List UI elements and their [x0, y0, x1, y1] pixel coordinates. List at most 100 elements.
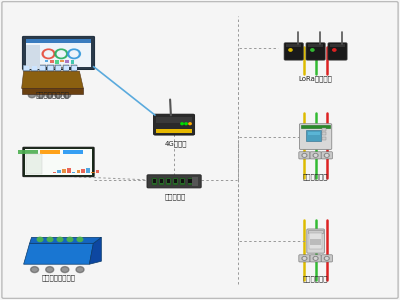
Bar [45, 59, 48, 62]
Circle shape [303, 154, 306, 156]
Bar [152, 179, 156, 183]
FancyBboxPatch shape [321, 255, 332, 262]
Circle shape [70, 51, 78, 57]
Bar [310, 239, 321, 245]
Circle shape [67, 237, 73, 242]
Bar [63, 65, 70, 71]
Bar [18, 150, 38, 154]
Circle shape [303, 257, 306, 259]
Circle shape [76, 267, 84, 273]
Circle shape [302, 256, 307, 260]
Circle shape [30, 267, 38, 273]
Circle shape [326, 257, 328, 259]
FancyBboxPatch shape [299, 255, 310, 262]
Bar [23, 65, 30, 71]
Bar [308, 132, 320, 135]
Circle shape [57, 51, 65, 57]
Circle shape [42, 49, 55, 58]
FancyBboxPatch shape [22, 36, 94, 70]
Circle shape [313, 154, 318, 157]
Bar [56, 66, 61, 70]
Bar [62, 169, 66, 173]
Bar [64, 66, 69, 70]
Bar [181, 179, 184, 183]
Bar [58, 170, 61, 173]
Bar [66, 59, 69, 63]
Bar [55, 59, 59, 64]
Circle shape [37, 92, 44, 98]
Bar [96, 170, 99, 173]
Circle shape [333, 49, 336, 51]
Circle shape [302, 154, 307, 157]
Text: 企业能耗管理平台: 企业能耗管理平台 [42, 274, 76, 281]
Bar [309, 233, 322, 249]
Bar [26, 45, 40, 69]
Text: 分布式多回路: 分布式多回路 [303, 275, 328, 282]
FancyBboxPatch shape [300, 124, 332, 149]
Polygon shape [30, 237, 101, 243]
Bar [47, 65, 54, 71]
Bar [40, 150, 60, 154]
Bar [26, 154, 42, 174]
Bar [173, 178, 178, 184]
Bar [286, 44, 301, 47]
Circle shape [324, 256, 329, 260]
Circle shape [314, 257, 317, 259]
Bar [86, 168, 90, 173]
Bar [192, 177, 198, 186]
Circle shape [189, 123, 191, 124]
Bar [26, 39, 91, 43]
FancyBboxPatch shape [2, 2, 398, 298]
Text: 4G路由器: 4G路由器 [165, 140, 187, 147]
Bar [306, 130, 321, 141]
FancyBboxPatch shape [310, 152, 321, 159]
Bar [174, 179, 177, 183]
Circle shape [46, 267, 54, 273]
Circle shape [64, 92, 70, 98]
Bar [91, 172, 94, 173]
Text: 集中式多回路: 集中式多回路 [303, 173, 328, 180]
Circle shape [314, 154, 317, 156]
FancyBboxPatch shape [307, 229, 324, 253]
Bar [160, 179, 163, 183]
Circle shape [311, 49, 314, 51]
Bar [82, 169, 85, 173]
Circle shape [77, 237, 83, 242]
Bar [77, 170, 80, 173]
Bar [159, 178, 164, 184]
Bar [72, 66, 77, 70]
Text: 政府能耗管理平台: 政府能耗管理平台 [36, 92, 70, 98]
Text: 通讯管理机: 通讯管理机 [165, 193, 186, 200]
Bar [25, 149, 92, 175]
Bar [322, 132, 326, 135]
Bar [40, 66, 45, 70]
Bar [50, 59, 54, 63]
FancyBboxPatch shape [284, 43, 303, 60]
Bar [156, 129, 192, 133]
Bar [48, 66, 53, 70]
Circle shape [46, 92, 53, 98]
Polygon shape [89, 237, 101, 264]
FancyBboxPatch shape [147, 175, 201, 188]
Bar [53, 172, 56, 173]
FancyBboxPatch shape [321, 152, 332, 159]
Circle shape [181, 123, 183, 124]
FancyBboxPatch shape [306, 43, 325, 60]
Circle shape [37, 237, 43, 242]
Circle shape [313, 256, 318, 260]
Circle shape [57, 237, 63, 242]
Bar [71, 59, 74, 64]
Circle shape [28, 92, 36, 98]
FancyBboxPatch shape [310, 255, 321, 262]
Circle shape [44, 51, 52, 57]
Bar [156, 117, 192, 123]
FancyBboxPatch shape [154, 114, 195, 135]
Circle shape [68, 49, 80, 58]
Circle shape [289, 49, 292, 51]
Bar [330, 44, 345, 47]
Circle shape [185, 123, 187, 124]
Bar [67, 168, 71, 173]
Bar [71, 65, 78, 71]
Circle shape [326, 154, 328, 156]
Bar [322, 136, 326, 140]
